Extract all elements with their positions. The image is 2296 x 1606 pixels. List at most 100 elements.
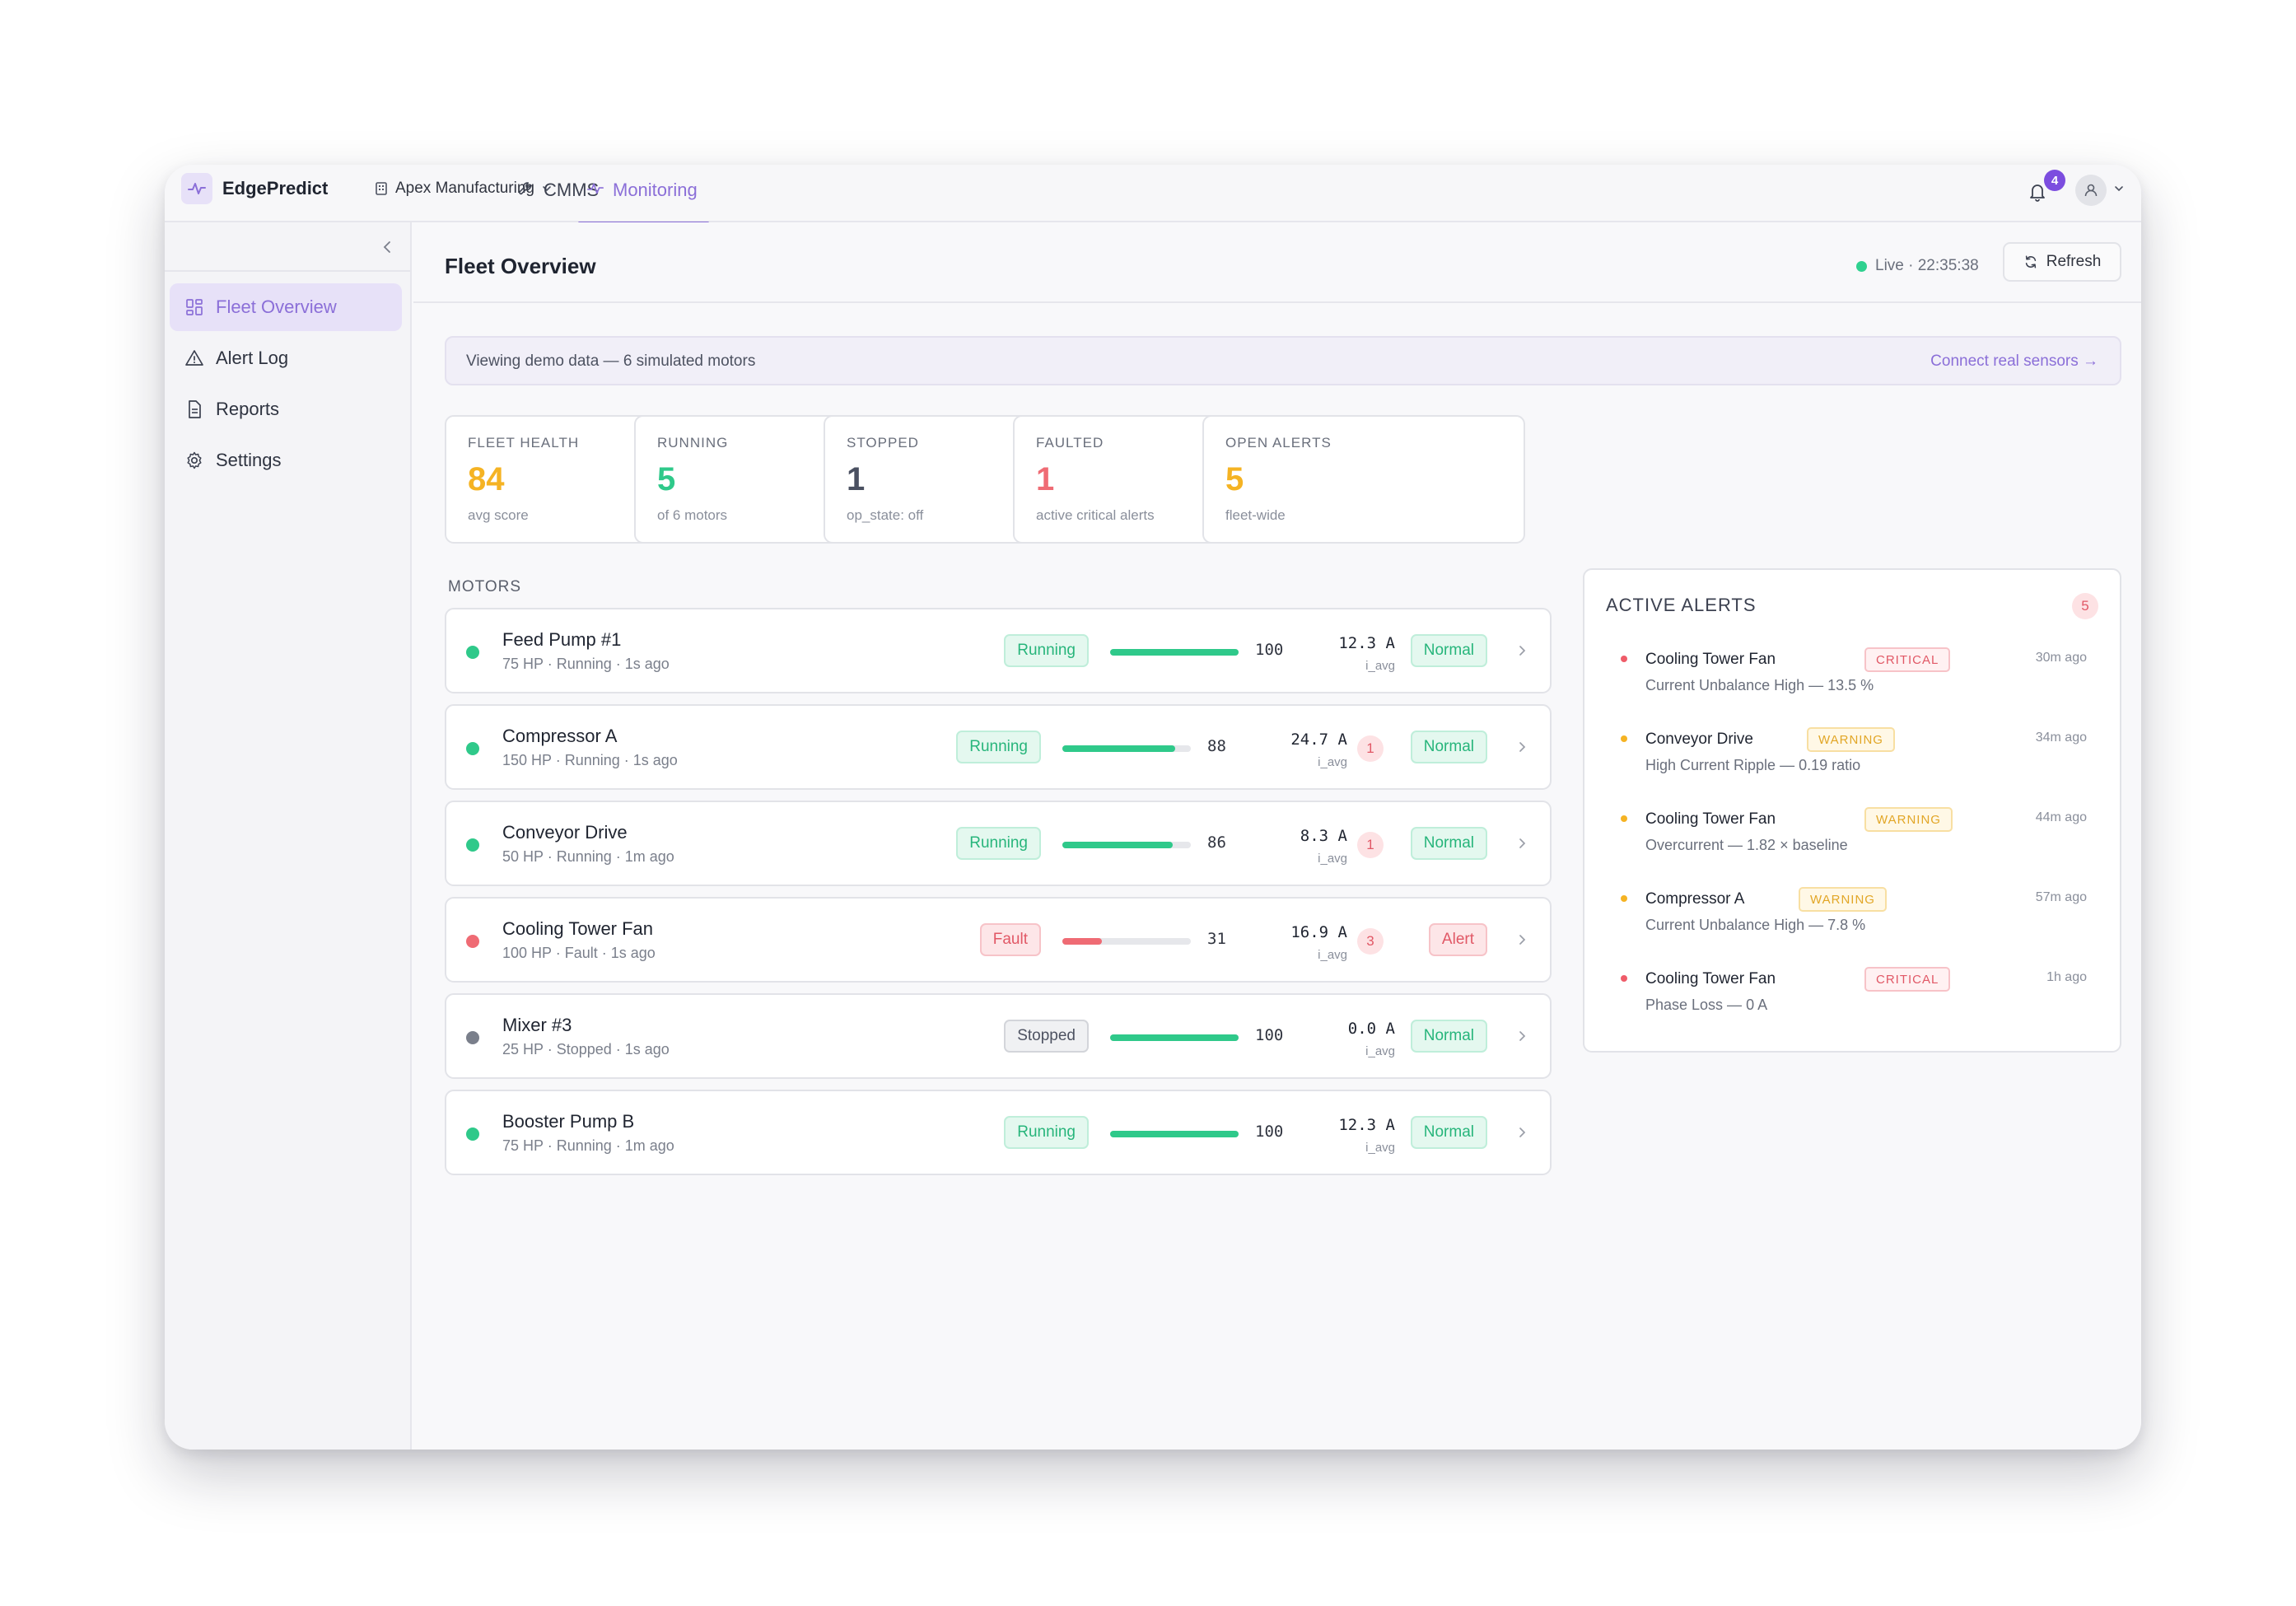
alert-motor-name: Compressor A bbox=[1645, 890, 1745, 908]
motor-row[interactable]: Booster Pump B 75 HP · Running · 1m ago Ru… bbox=[445, 1090, 1552, 1175]
motor-state-badge: Running bbox=[956, 731, 1041, 763]
motor-name: Compressor A bbox=[502, 726, 618, 746]
motor-status-dot bbox=[466, 838, 479, 852]
stat-label: FLEET HEALTH bbox=[468, 435, 580, 451]
alert-item[interactable]: Compressor A WARNING Current Unbalance Hig… bbox=[1617, 887, 2103, 961]
alert-item[interactable]: Cooling Tower Fan CRITICAL Phase Loss — 0 … bbox=[1617, 967, 2103, 1041]
motor-alert-count: 1 bbox=[1357, 832, 1384, 858]
current-value: 12.3 A bbox=[1338, 634, 1395, 652]
motor-status-dot bbox=[466, 1031, 479, 1044]
alert-severity-badge: CRITICAL bbox=[1864, 647, 1951, 672]
stat-value: 1 bbox=[1036, 461, 1055, 497]
chevron-right-icon[interactable] bbox=[1514, 1028, 1530, 1044]
alert-item[interactable]: Cooling Tower Fan CRITICAL Current Unbalan… bbox=[1617, 647, 2103, 721]
motor-name: Cooling Tower Fan bbox=[502, 918, 654, 939]
refresh-button[interactable]: Refresh bbox=[2003, 242, 2121, 282]
chevron-right-icon[interactable] bbox=[1514, 1124, 1530, 1141]
chevron-right-icon[interactable] bbox=[1514, 642, 1530, 659]
top-bar: EdgePredict Apex Manufacturing CMMS Moni… bbox=[165, 165, 2141, 224]
motor-status-dot bbox=[466, 1127, 479, 1141]
current-value: 12.3 A bbox=[1338, 1116, 1395, 1134]
motor-condition-badge: Normal bbox=[1410, 634, 1487, 667]
avatar[interactable] bbox=[2075, 175, 2107, 206]
motor-details: 75 HP · Running · 1s ago bbox=[502, 656, 670, 672]
sidebar: Fleet Overview Alert Log Reports Setting… bbox=[165, 222, 412, 1450]
sidebar-item-reports[interactable]: Reports bbox=[170, 385, 402, 433]
motor-row[interactable]: Conveyor Drive 50 HP · Running · 1m ago Ru… bbox=[445, 801, 1552, 886]
sidebar-item-label: Reports bbox=[216, 399, 280, 419]
alert-motor-name: Cooling Tower Fan bbox=[1645, 970, 1776, 987]
alert-item[interactable]: Conveyor Drive WARNING High Current Ripple… bbox=[1617, 727, 2103, 801]
motor-status-dot bbox=[466, 935, 479, 948]
chevron-right-icon[interactable] bbox=[1514, 835, 1530, 852]
active-alerts-panel: ACTIVE ALERTS 5 Cooling Tower Fan CRITICA… bbox=[1583, 568, 2121, 1053]
connect-sensors-link[interactable]: Connect real sensors → bbox=[1930, 352, 2098, 370]
sidebar-item-fleet-overview[interactable]: Fleet Overview bbox=[170, 283, 402, 331]
org-switcher[interactable]: Apex Manufacturing bbox=[374, 180, 553, 198]
motor-state-badge: Running bbox=[956, 827, 1041, 860]
sidebar-divider bbox=[165, 270, 410, 272]
motor-row[interactable]: Feed Pump #1 75 HP · Running · 1s ago Runn… bbox=[445, 608, 1552, 693]
motor-row[interactable]: Mixer #3 25 HP · Stopped · 1s ago Stopped 1… bbox=[445, 993, 1552, 1079]
stat-label: FAULTED bbox=[1036, 435, 1104, 451]
health-score: 100 bbox=[1255, 1026, 1284, 1044]
stat-subtext: active critical alerts bbox=[1036, 507, 1155, 523]
stat-card: OPEN ALERTS 5 fleet-wide bbox=[1202, 415, 1525, 544]
sidebar-item-label: Fleet Overview bbox=[216, 296, 337, 317]
chevron-down-icon bbox=[543, 186, 551, 192]
alert-description: Current Unbalance High — 7.8 % bbox=[1645, 917, 1866, 933]
demo-banner-text: Viewing demo data — 6 simulated motors bbox=[466, 352, 756, 370]
motor-details: 25 HP · Stopped · 1s ago bbox=[502, 1041, 670, 1057]
wrench-icon bbox=[519, 182, 531, 195]
motor-state-badge: Stopped bbox=[1004, 1020, 1089, 1053]
alert-severity-badge: WARNING bbox=[1807, 727, 1895, 752]
alert-timestamp: 44m ago bbox=[2035, 810, 2087, 824]
motor-status-dot bbox=[466, 646, 479, 659]
alert-item[interactable]: Cooling Tower Fan WARNING Overcurrent — 1.… bbox=[1617, 807, 2103, 881]
motor-status-dot bbox=[466, 742, 479, 755]
motor-row[interactable]: Compressor A 150 HP · Running · 1s ago Run… bbox=[445, 704, 1552, 790]
stat-value: 84 bbox=[468, 461, 505, 497]
gear-icon bbox=[187, 451, 202, 469]
chevron-down-icon[interactable] bbox=[2113, 183, 2125, 194]
alert-motor-name: Cooling Tower Fan bbox=[1645, 651, 1776, 668]
current-value: 24.7 A bbox=[1290, 731, 1347, 749]
current-value: 16.9 A bbox=[1290, 923, 1347, 941]
alerts-panel-title: ACTIVE ALERTS bbox=[1606, 595, 1757, 615]
alert-motor-name: Cooling Tower Fan bbox=[1645, 810, 1776, 828]
sidebar-item-settings[interactable]: Settings bbox=[170, 437, 402, 484]
bell-icon[interactable] bbox=[2024, 178, 2051, 204]
document-icon bbox=[189, 400, 201, 418]
tab-monitoring[interactable]: Monitoring bbox=[578, 175, 709, 224]
building-icon bbox=[376, 182, 387, 195]
alert-description: Current Unbalance High — 13.5 % bbox=[1645, 677, 1874, 693]
tab-monitoring-label: Monitoring bbox=[613, 180, 698, 200]
health-bar-fill bbox=[1062, 842, 1174, 848]
chevron-left-icon[interactable] bbox=[377, 237, 397, 257]
notification-badge: 4 bbox=[2044, 170, 2065, 191]
refresh-icon bbox=[2025, 255, 2036, 268]
logo[interactable] bbox=[181, 173, 212, 204]
live-status-text: Live · 22:35:38 bbox=[1875, 257, 1979, 274]
pulse-icon bbox=[188, 183, 206, 194]
motor-details: 100 HP · Fault · 1s ago bbox=[502, 945, 656, 961]
motor-condition-badge: Normal bbox=[1410, 827, 1487, 860]
alert-severity-dot bbox=[1621, 815, 1627, 822]
alert-severity-badge: WARNING bbox=[1864, 807, 1953, 832]
motor-name: Conveyor Drive bbox=[502, 822, 628, 843]
motor-name: Feed Pump #1 bbox=[502, 629, 622, 650]
chevron-right-icon[interactable] bbox=[1514, 739, 1530, 755]
brand-name: EdgePredict bbox=[222, 178, 329, 198]
motors-section-label: MOTORS bbox=[448, 578, 522, 595]
sidebar-item-alert-log[interactable]: Alert Log bbox=[170, 334, 402, 382]
motor-details: 75 HP · Running · 1m ago bbox=[502, 1137, 674, 1154]
alert-severity-dot bbox=[1621, 735, 1627, 742]
motor-row[interactable]: Cooling Tower Fan 100 HP · Fault · 1s ago… bbox=[445, 897, 1552, 983]
health-bar-fill bbox=[1062, 938, 1103, 945]
live-status: Live · 22:35:38 bbox=[1856, 257, 1979, 275]
chevron-right-icon[interactable] bbox=[1514, 931, 1530, 948]
alert-severity-badge: CRITICAL bbox=[1864, 967, 1951, 992]
pulse-icon bbox=[587, 183, 604, 194]
current-label: i_avg bbox=[1318, 852, 1347, 866]
alert-timestamp: 1h ago bbox=[2046, 970, 2087, 984]
